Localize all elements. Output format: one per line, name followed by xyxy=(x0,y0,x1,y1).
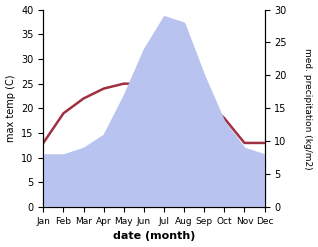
Y-axis label: med. precipitation (kg/m2): med. precipitation (kg/m2) xyxy=(303,48,313,169)
X-axis label: date (month): date (month) xyxy=(113,231,195,242)
Y-axis label: max temp (C): max temp (C) xyxy=(5,75,16,142)
